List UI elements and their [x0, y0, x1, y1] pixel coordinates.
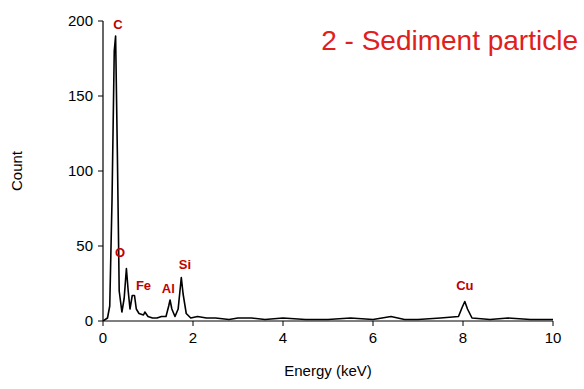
- y-tick-label: 50: [76, 237, 93, 254]
- x-axis-title: Energy (keV): [284, 362, 372, 379]
- y-tick: [98, 171, 103, 172]
- x-tick-label: 2: [189, 329, 197, 346]
- y-axis-title: Count: [8, 150, 25, 191]
- x-tick-label: 4: [279, 329, 287, 346]
- peak-label: Si: [179, 257, 191, 272]
- x-tick: [553, 321, 554, 326]
- title: 2 - Sediment particle: [321, 25, 578, 56]
- x-tick: [103, 321, 104, 326]
- spectrum-line: [103, 36, 553, 321]
- y-tick-label: 100: [68, 162, 93, 179]
- peak-label: O: [115, 245, 125, 260]
- y-tick: [98, 96, 103, 97]
- x-tick-label: 8: [459, 329, 467, 346]
- y-tick: [98, 21, 103, 22]
- y-tick-label: 200: [68, 12, 93, 29]
- x-tick-label: 6: [369, 329, 377, 346]
- peak-label: Al: [162, 281, 175, 296]
- chart: 0246810050100150200Energy (keV)CountCOFe…: [0, 0, 584, 389]
- x-tick: [283, 321, 284, 326]
- x-tick: [193, 321, 194, 326]
- peak-label: Fe: [136, 278, 151, 293]
- y-tick-label: 150: [68, 87, 93, 104]
- x-tick: [463, 321, 464, 326]
- peak-label: Cu: [456, 278, 473, 293]
- x-axis: [103, 320, 553, 321]
- peak-label: C: [113, 17, 123, 32]
- y-tick: [98, 246, 103, 247]
- x-tick-label: 10: [545, 329, 562, 346]
- plot-area: [103, 36, 553, 321]
- y-tick-label: 0: [85, 312, 93, 329]
- y-tick: [98, 321, 103, 322]
- x-tick: [373, 321, 374, 326]
- x-tick-label: 0: [99, 329, 107, 346]
